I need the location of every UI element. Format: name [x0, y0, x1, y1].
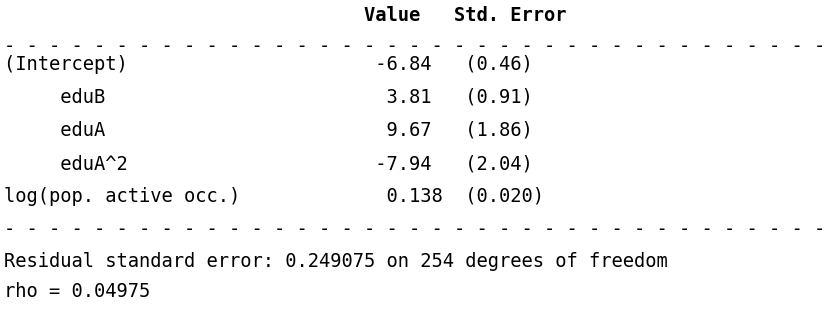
Text: eduA^2                      -7.94   (2.04): eduA^2 -7.94 (2.04): [4, 154, 533, 173]
Text: Value   Std. Error: Value Std. Error: [4, 6, 567, 25]
Text: - - - - - - - - - - - - - - - - - - - - - - - - - - - - - - - - - - - - - - - - : - - - - - - - - - - - - - - - - - - - - …: [4, 220, 830, 239]
Text: Residual standard error: 0.249075 on 254 degrees of freedom: Residual standard error: 0.249075 on 254…: [4, 252, 668, 271]
Text: rho = 0.04975: rho = 0.04975: [4, 282, 150, 301]
Text: eduB                         3.81   (0.91): eduB 3.81 (0.91): [4, 88, 533, 107]
Text: (Intercept)                      -6.84   (0.46): (Intercept) -6.84 (0.46): [4, 55, 533, 74]
Text: log(pop. active occ.)             0.138  (0.020): log(pop. active occ.) 0.138 (0.020): [4, 187, 544, 206]
Text: - - - - - - - - - - - - - - - - - - - - - - - - - - - - - - - - - - - - - - - - : - - - - - - - - - - - - - - - - - - - - …: [4, 37, 830, 56]
Text: eduA                         9.67   (1.86): eduA 9.67 (1.86): [4, 121, 533, 140]
